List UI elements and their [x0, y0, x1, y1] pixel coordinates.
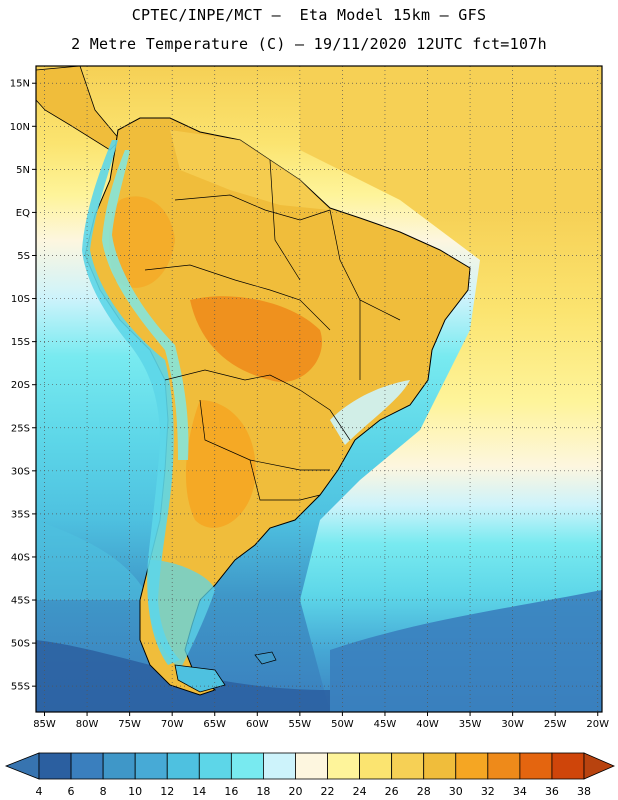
map-subtitle: 2 Metre Temperature (C) – 19/11/2020 12U…	[71, 35, 547, 53]
colorbar-level-label: 10	[128, 785, 142, 798]
colorbar-low-arrow	[4, 752, 40, 780]
lon-tick-label: 45W	[374, 719, 397, 730]
lon-tick-label: 30W	[501, 719, 524, 730]
lat-tick-label: 40S	[11, 552, 30, 563]
lon-tick-label: 65W	[203, 719, 226, 730]
colorbar-swatch	[38, 752, 72, 780]
lon-tick-label: 25W	[544, 719, 567, 730]
colorbar-level-label: 28	[417, 785, 431, 798]
lon-tick-label: 85W	[33, 719, 56, 730]
colorbar-swatch	[359, 752, 393, 780]
colorbar-swatch	[134, 752, 168, 780]
colorbar-swatch	[230, 752, 264, 780]
colorbar-level-label: 14	[192, 785, 206, 798]
colorbar-swatch	[295, 752, 328, 780]
lat-tick-label: 25S	[11, 423, 30, 434]
map-title: CPTEC/INPE/MCT – Eta Model 15km – GFS	[131, 6, 487, 24]
colorbar-swatch	[487, 752, 521, 780]
lon-tick-label: 75W	[118, 719, 141, 730]
colorbar-level-label: 8	[100, 785, 107, 798]
colorbar-swatch	[166, 752, 200, 780]
temperature-colorbar: 4 6 8 10 12 14 16 18 20 22 24 26 28 30 32 34 36 38	[4, 752, 616, 798]
lat-tick-label: EQ	[16, 208, 30, 219]
colorbar-level-label: 34	[513, 785, 527, 798]
lat-tick-label: 15N	[10, 79, 30, 90]
colorbar-swatch	[70, 752, 104, 780]
lon-tick-label: 20W	[586, 719, 609, 730]
lon-tick-label: 55W	[289, 719, 312, 730]
andes-cold-band	[82, 140, 180, 665]
colorbar-swatch	[102, 752, 136, 780]
colorbar-level-label: 18	[256, 785, 270, 798]
lon-tick-label: 40W	[416, 719, 439, 730]
lat-tick-label: 45S	[11, 596, 30, 607]
colorbar-swatch	[423, 752, 457, 780]
lon-tick-label: 50W	[331, 719, 354, 730]
colorbar-level-label: 24	[353, 785, 367, 798]
colorbar-swatch	[455, 752, 489, 780]
colorbar-swatch	[327, 752, 360, 780]
lon-tick-label: 35W	[459, 719, 482, 730]
colorbar-level-label: 4	[36, 785, 43, 798]
lon-tick-label: 70W	[161, 719, 184, 730]
colorbar-swatch	[391, 752, 425, 780]
lat-tick-label: 10S	[11, 294, 30, 305]
colorbar-swatch	[551, 752, 585, 780]
colorbar-level-label: 12	[160, 785, 174, 798]
lat-tick-label: 50S	[11, 639, 30, 650]
colorbar-swatch	[519, 752, 553, 780]
lat-tick-label: 55S	[11, 682, 30, 693]
colorbar-high-arrow	[583, 752, 616, 780]
lat-tick-label: 30S	[11, 466, 30, 477]
colorbar-level-label: 6	[68, 785, 75, 798]
colorbar-level-label: 20	[288, 785, 302, 798]
lat-tick-label: 35S	[11, 509, 30, 520]
plot-area	[36, 66, 602, 712]
lat-tick-label: 15S	[11, 337, 30, 348]
lon-tick-label: 60W	[246, 719, 269, 730]
colorbar-swatch	[263, 752, 296, 780]
lon-tick-label: 80W	[76, 719, 99, 730]
colorbar-level-label: 26	[385, 785, 399, 798]
colorbar-level-label: 22	[321, 785, 335, 798]
atlantic-ocean-field	[300, 66, 602, 712]
lat-tick-label: 5N	[16, 165, 30, 176]
colorbar-level-label: 32	[481, 785, 495, 798]
country-borders	[144, 159, 401, 501]
colorbar-level-label: 16	[224, 785, 238, 798]
lat-tick-label: 5S	[17, 251, 30, 262]
colorbar-level-label: 30	[449, 785, 463, 798]
colorbar-swatch	[198, 752, 232, 780]
colorbar-level-label: 38	[577, 785, 591, 798]
colorbar-level-label: 36	[545, 785, 559, 798]
axis-ticks: 15N 10N 5N EQ 5S 10S 15S 20S 25S 30S 35S 40S 45S 50S 5…	[10, 79, 609, 730]
lat-tick-label: 10N	[10, 122, 30, 133]
map-frame	[35, 65, 603, 713]
lat-tick-label: 20S	[11, 380, 30, 391]
